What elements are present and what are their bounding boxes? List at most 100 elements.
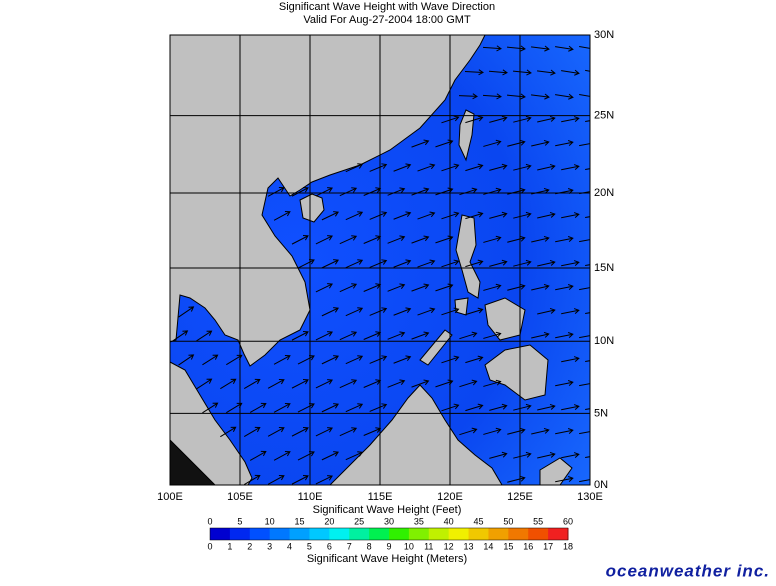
wave-arrow — [321, 403, 340, 413]
wave-arrow — [411, 235, 430, 244]
colorbar-cell — [389, 528, 410, 540]
wave-arrow — [489, 451, 508, 459]
wave-arrow — [483, 427, 502, 435]
wave-arrow — [202, 402, 219, 414]
subtitle: Valid For Aug-27-2004 18:00 GMT — [303, 14, 471, 26]
wave-arrow — [555, 428, 574, 435]
wave-arrow — [291, 187, 309, 197]
wave-arrow — [321, 211, 340, 221]
wave-arrow — [393, 211, 412, 220]
map-frame — [169, 34, 591, 486]
wave-arrow — [585, 168, 590, 171]
wave-arrow — [297, 355, 315, 365]
wave-arrow — [465, 115, 484, 124]
wave-arrow — [555, 140, 574, 147]
wave-arrow — [291, 427, 309, 437]
wave-arrow — [531, 93, 550, 100]
wave-arrow — [561, 212, 580, 219]
wave-arrow — [561, 404, 580, 411]
wave-arrow — [273, 450, 291, 461]
sumatra — [170, 439, 216, 485]
wave-arrow — [243, 426, 261, 437]
wave-arrow — [531, 139, 550, 147]
wave-arrow — [315, 283, 333, 293]
wave-arrow — [178, 306, 195, 318]
wave-arrow — [513, 115, 532, 123]
feet-tick-label: 50 — [503, 516, 513, 526]
wave-arrow — [561, 308, 580, 315]
wave-arrow — [537, 259, 556, 267]
wave-arrow — [459, 379, 478, 388]
wave-arrow — [411, 187, 430, 196]
meters-tick-label: 2 — [247, 541, 252, 551]
hainan — [299, 193, 325, 223]
wave-arrow — [369, 355, 388, 364]
wave-arrow — [315, 235, 333, 245]
colorbar-feet-label: Significant Wave Height (Feet) — [313, 504, 462, 516]
wave-arrow — [531, 235, 550, 243]
wave-arrow — [291, 379, 309, 389]
meters-tick-label: 15 — [503, 541, 513, 551]
wave-arrow — [345, 355, 364, 365]
wave-arrow — [315, 475, 333, 485]
wave-arrow — [537, 163, 556, 171]
borneo — [329, 384, 503, 485]
wave-arrow — [506, 93, 526, 100]
wave-arrow — [178, 354, 195, 366]
wave-arrow — [555, 236, 574, 243]
lon-label: 125E — [507, 491, 533, 503]
wave-arrow — [585, 216, 590, 219]
meters-tick-label: 11 — [424, 541, 433, 551]
colorbar-cell — [528, 528, 549, 540]
wave-arrow — [507, 139, 526, 147]
feet-tick-label: 45 — [473, 516, 483, 526]
wave-arrow — [291, 235, 309, 245]
lon-label: 105E — [227, 491, 253, 503]
wave-arrow — [393, 163, 412, 172]
wave-arrows — [172, 45, 590, 485]
wave-arrow — [512, 69, 532, 76]
wave-arrow — [585, 69, 590, 72]
wave-arrow — [393, 259, 412, 268]
wave-arrow — [387, 331, 406, 340]
wave-arrow — [465, 211, 484, 220]
colorbar-cell — [468, 528, 489, 540]
wave-arrow — [579, 335, 590, 339]
wave-arrow — [291, 331, 309, 341]
meters-tick-label: 9 — [386, 541, 391, 551]
lat-label: 30N — [594, 29, 614, 41]
wave-arrow — [489, 403, 508, 411]
feet-tick-label: 60 — [563, 516, 573, 526]
wave-arrow — [537, 211, 556, 219]
wave-arrow — [483, 139, 502, 147]
sulawesi — [539, 457, 573, 485]
lat-label: 5N — [594, 407, 608, 419]
wave-arrow — [489, 211, 508, 219]
wave-arrow — [345, 211, 364, 221]
wave-arrow — [387, 235, 406, 244]
wave-arrow — [315, 427, 333, 437]
wave-arrow — [387, 379, 406, 388]
wave-arrow — [267, 378, 285, 389]
wave-arrow — [561, 116, 580, 123]
lon-label: 110E — [298, 491, 323, 503]
wave-arrow — [579, 287, 590, 291]
feet-tick-label: 15 — [294, 516, 304, 526]
wave-arrow — [273, 402, 291, 413]
colorbar-meters-label: Significant Wave Height (Meters) — [307, 553, 467, 565]
wave-arrow — [585, 408, 590, 411]
wave-arrow — [249, 450, 267, 461]
wave-arrow — [483, 283, 502, 291]
wave-arrow — [513, 163, 532, 171]
wave-arrow — [315, 379, 333, 389]
meters-tick-label: 4 — [287, 541, 292, 551]
wave-arrow — [243, 378, 261, 389]
mindoro — [454, 297, 469, 316]
wave-arrow — [459, 187, 478, 196]
wave-arrow — [482, 45, 502, 52]
wave-arrow — [585, 360, 590, 363]
wave-arrow — [321, 307, 340, 317]
wave-arrow — [273, 210, 291, 221]
wave-arrow — [321, 259, 340, 269]
